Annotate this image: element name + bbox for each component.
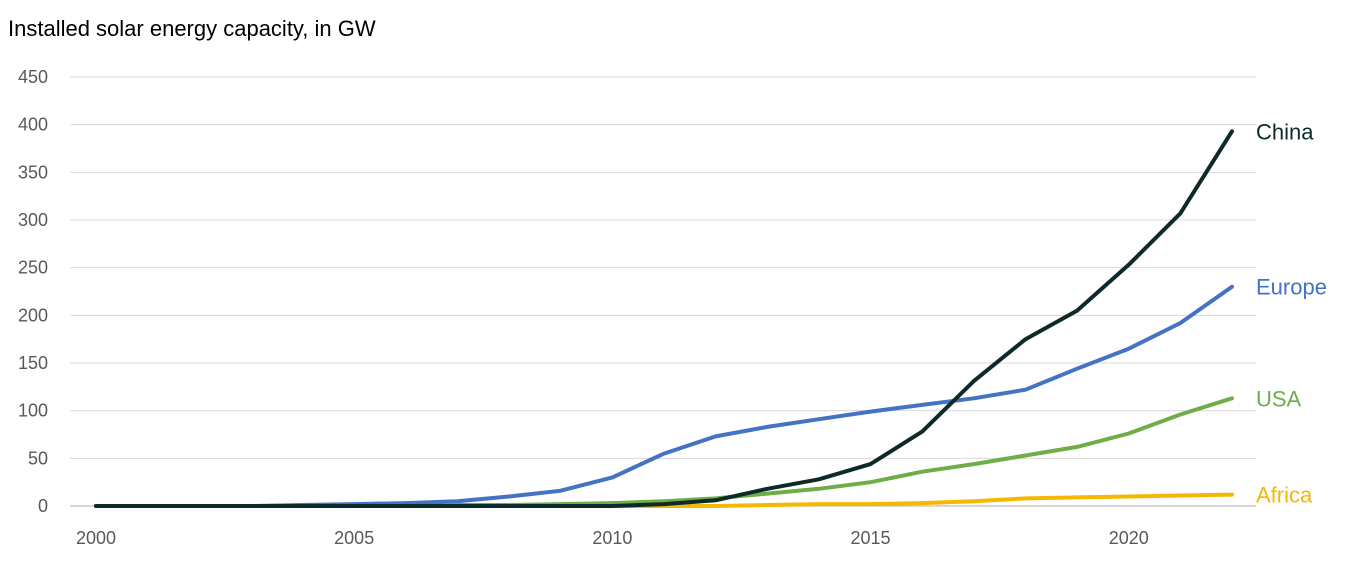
- y-tick-label-300: 300: [18, 210, 48, 230]
- x-axis-tick-labels: 2000 2005 2010 2015 2020: [76, 528, 1149, 548]
- x-tick-label-2015: 2015: [851, 528, 891, 548]
- chart-title: Installed solar energy capacity, in GW: [8, 16, 376, 41]
- series-line-china: [94, 129, 1234, 508]
- y-axis-tick-labels: 0 50 100 150 200 250 300 350 400 450: [18, 67, 48, 516]
- grid-lines: [70, 76, 1256, 507]
- y-tick-label-50: 50: [28, 448, 48, 468]
- y-tick-label-100: 100: [18, 401, 48, 421]
- y-tick-label-0: 0: [38, 496, 48, 516]
- series-label-usa: USA: [1256, 386, 1302, 411]
- series-label-africa: Africa: [1256, 483, 1313, 508]
- x-tick-label-2000: 2000: [76, 528, 116, 548]
- y-tick-label-200: 200: [18, 305, 48, 325]
- x-tick-label-2020: 2020: [1109, 528, 1149, 548]
- series-label-china: China: [1256, 119, 1314, 144]
- y-tick-label-350: 350: [18, 162, 48, 182]
- y-tick-label-450: 450: [18, 67, 48, 87]
- x-tick-label-2010: 2010: [592, 528, 632, 548]
- y-tick-label-400: 400: [18, 115, 48, 135]
- series-end-labels: China Europe USA Africa: [1256, 119, 1327, 507]
- series-lines: [94, 129, 1234, 508]
- y-tick-label-250: 250: [18, 258, 48, 278]
- series-label-europe: Europe: [1256, 275, 1327, 300]
- x-tick-label-2005: 2005: [334, 528, 374, 548]
- y-tick-label-150: 150: [18, 353, 48, 373]
